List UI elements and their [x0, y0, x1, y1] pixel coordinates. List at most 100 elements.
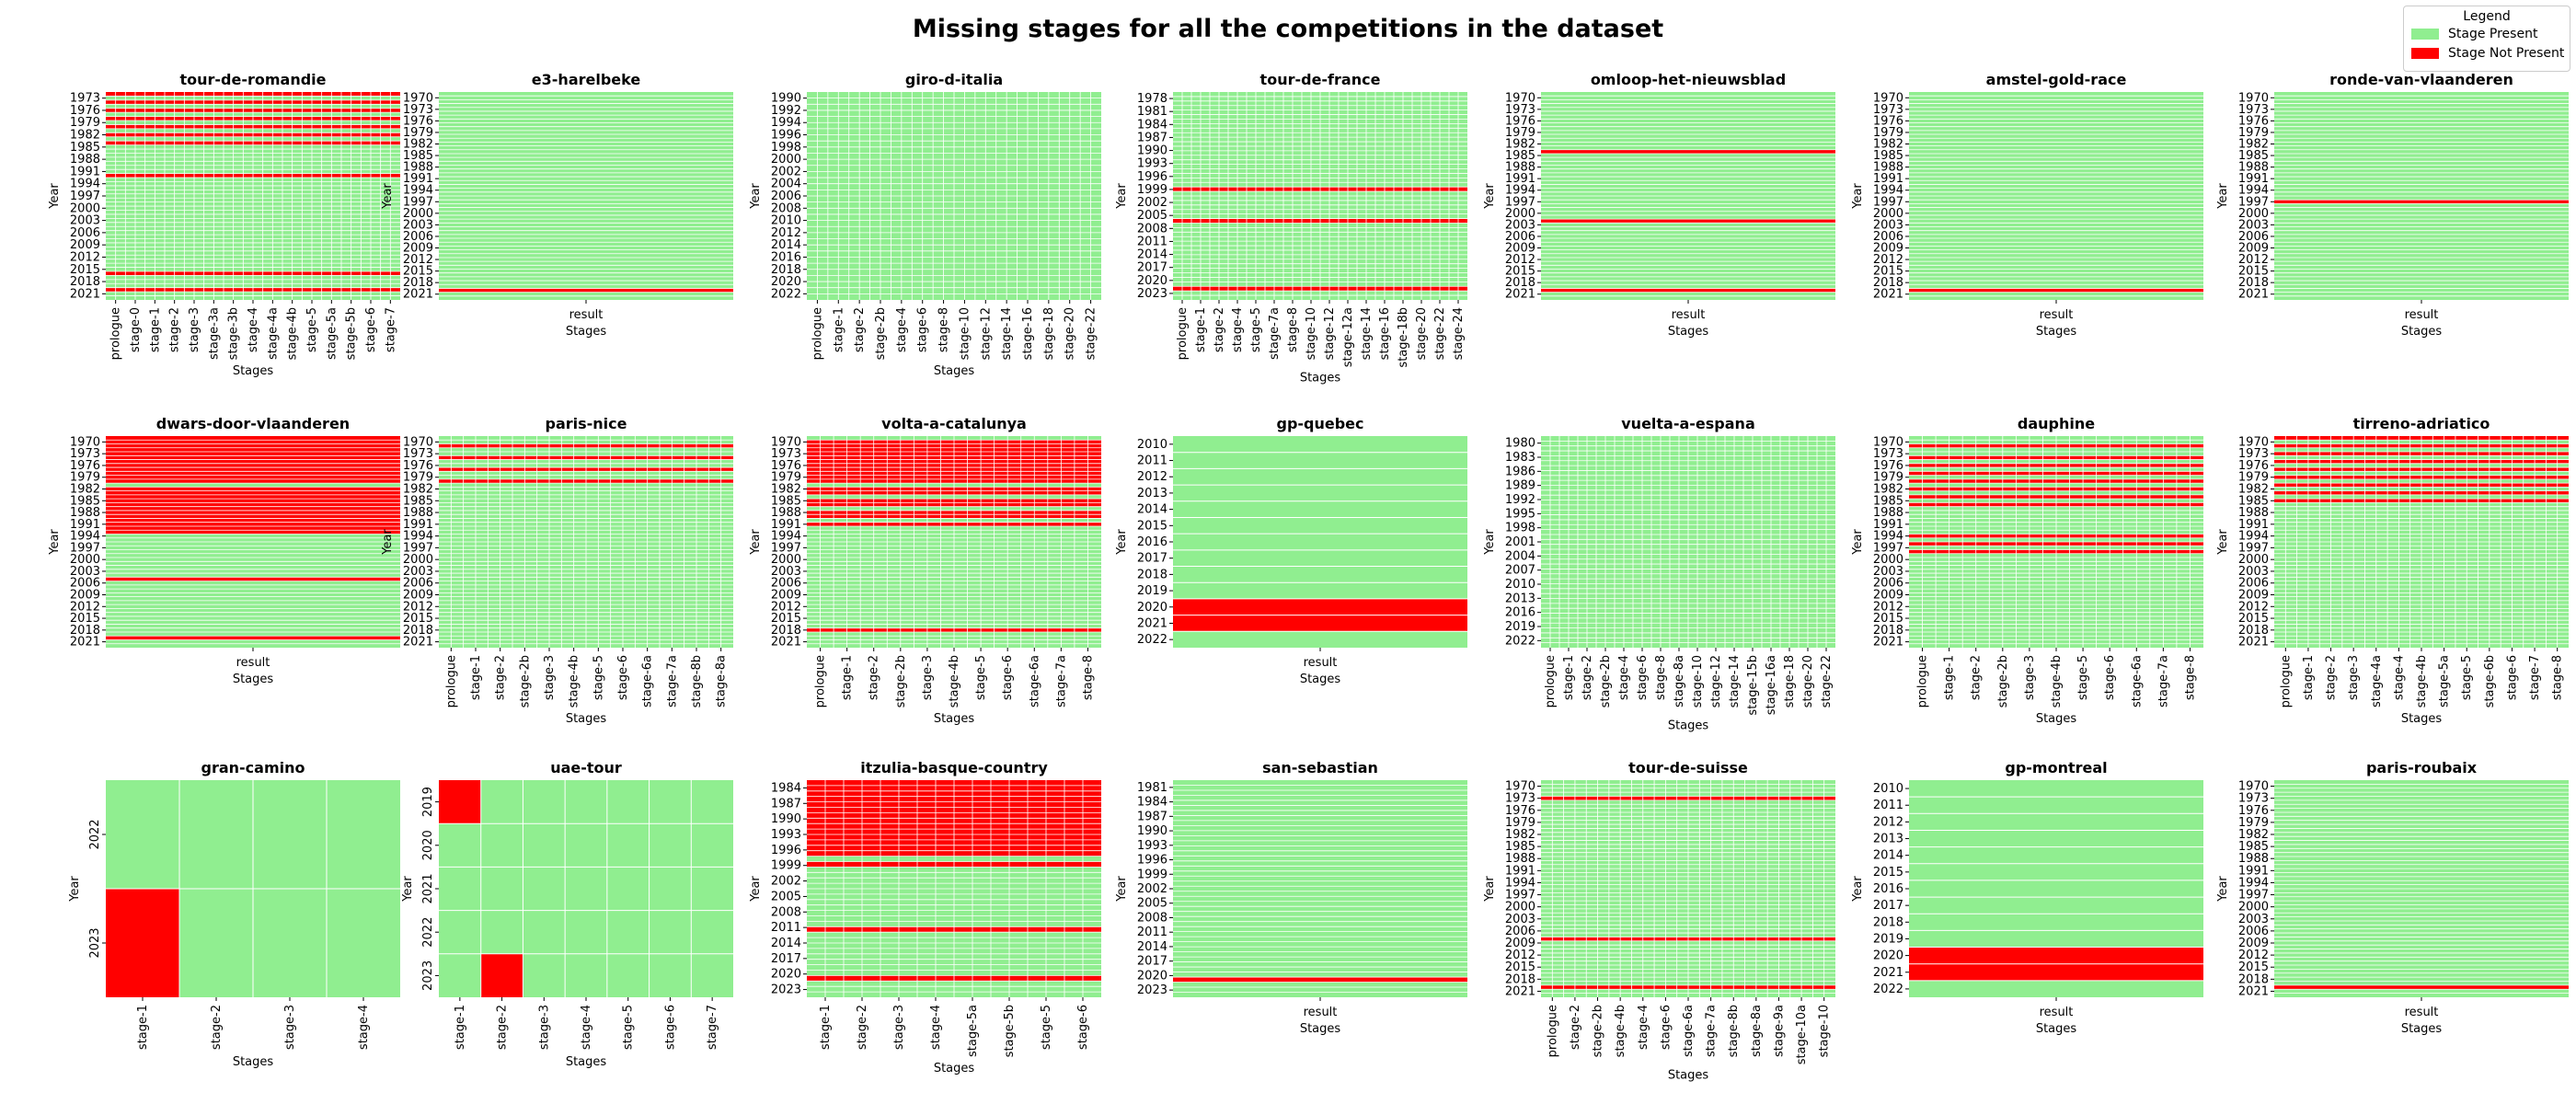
y-tick-label: 2000: [1873, 553, 1903, 567]
x-tick-label: stage-2: [2325, 655, 2339, 700]
y-tick-label: 1985: [70, 494, 100, 508]
y-tick-label: 1985: [1873, 149, 1903, 163]
x-tick-label: stage-2b: [874, 307, 888, 360]
y-tick-label: 2017: [1137, 955, 1167, 969]
panel-title: gp-quebec: [1276, 415, 1363, 432]
y-tick-label: 1988: [403, 506, 433, 520]
y-axis-label: Year: [2216, 876, 2230, 903]
y-axis-label: Year: [749, 876, 763, 903]
heatmap-panel: volta-a-catalunya19701973197619791982198…: [749, 415, 1101, 726]
missing-row: [106, 471, 400, 476]
y-tick-label: 1979: [2238, 816, 2269, 830]
y-tick-label: 2005: [1137, 209, 1167, 223]
x-tick-label: stage-8b: [690, 655, 704, 707]
y-tick-label: 2015: [1505, 265, 1535, 279]
x-tick-label: stage-12: [1709, 655, 1723, 707]
y-tick-label: 2009: [403, 589, 433, 603]
x-axis-label: Stages: [1300, 673, 1341, 686]
y-tick-label: 2018: [2238, 276, 2269, 290]
x-tick-label: stage-3a: [207, 307, 221, 360]
missing-row: [1541, 288, 1835, 293]
y-tick-label: 2011: [771, 921, 801, 935]
x-tick-label: stage-20: [1801, 655, 1815, 707]
x-axis-label: Stages: [233, 1055, 274, 1069]
y-tick-label: 1982: [1873, 138, 1903, 152]
y-tick-label: 1973: [2238, 103, 2269, 117]
x-tick-label: stage-4: [2392, 655, 2406, 700]
x-tick-label: stage-6a: [2130, 655, 2144, 707]
y-tick-label: 2014: [1137, 248, 1167, 262]
y-tick-label: 1997: [1873, 195, 1903, 209]
x-tick-label: stage-5b: [345, 307, 359, 360]
x-tick-label: stage-4b: [568, 655, 581, 707]
x-tick-label: stage-6: [616, 655, 630, 700]
x-tick-label: stage-5: [592, 655, 605, 700]
x-tick-label: stage-2b: [1996, 655, 2010, 707]
y-tick-label: 2020: [1137, 969, 1167, 983]
y-tick-label: 2018: [771, 624, 801, 638]
x-tick-label: stage-6: [916, 307, 930, 352]
x-tick-label: stage-5: [622, 1005, 636, 1050]
x-tick-label: stage-3: [188, 307, 201, 352]
y-tick-label: 2023: [771, 983, 801, 997]
y-tick-label: 2012: [403, 253, 433, 267]
x-axis-label: Stages: [1300, 372, 1341, 385]
x-tick-label: stage-4: [929, 1005, 943, 1050]
y-axis-label: Year: [749, 529, 763, 556]
y-tick-label: 1970: [1505, 780, 1535, 794]
x-tick-label: stage-18: [1783, 655, 1797, 707]
y-tick-label: 2006: [2238, 230, 2269, 244]
missing-row: [106, 463, 400, 468]
x-tick-label: stage-6a: [1682, 1005, 1696, 1057]
missing-row: [106, 506, 400, 511]
x-tick-label: stage-5: [974, 655, 988, 700]
y-tick-label: 1999: [1137, 183, 1167, 197]
y-tick-label: 1994: [403, 184, 433, 198]
y-tick-label: 2018: [771, 263, 801, 277]
missing-row: [106, 455, 400, 460]
y-tick-label: 1993: [1137, 839, 1167, 853]
y-tick-label: 1976: [2238, 459, 2269, 473]
y-tick-label: 2006: [1505, 925, 1535, 938]
y-tick-label: 2021: [771, 636, 801, 650]
y-tick-label: 2011: [1137, 926, 1167, 939]
y-tick-label: 2012: [1873, 253, 1903, 267]
y-tick-label: 2010: [771, 214, 801, 228]
y-tick-label: 1982: [1505, 828, 1535, 842]
y-tick-label: 1981: [1137, 781, 1167, 795]
y-tick-label: 2023: [1137, 983, 1167, 997]
x-tick-label: stage-5a: [966, 1005, 980, 1057]
y-axis-label: Year: [2216, 183, 2230, 210]
x-tick-label: result: [1672, 308, 1706, 322]
y-tick-label: 2009: [1505, 242, 1535, 256]
y-tick-label: 2000: [70, 201, 100, 215]
y-axis-label: Year: [1483, 529, 1497, 556]
y-tick-label: 2000: [2238, 553, 2269, 567]
missing-row: [106, 447, 400, 453]
y-tick-label: 2011: [1137, 454, 1167, 468]
y-tick-label: 1970: [2238, 435, 2269, 449]
x-tick-label: prologue: [444, 655, 458, 707]
x-tick-label: prologue: [1546, 1005, 1559, 1057]
y-tick-label: 1970: [771, 435, 801, 449]
y-tick-label: 2003: [1873, 218, 1903, 232]
x-tick-label: stage-6: [2103, 655, 2117, 700]
y-tick-label: 1982: [403, 138, 433, 152]
y-tick-label: 2009: [2238, 242, 2269, 256]
y-tick-label: 2000: [1505, 901, 1535, 914]
y-tick-label: 1979: [1505, 816, 1535, 830]
y-tick-label: 2012: [403, 600, 433, 614]
y-axis-label: Year: [1851, 183, 1865, 210]
x-tick-label: stage-15b: [1746, 655, 1760, 716]
x-tick-label: stage-20: [1064, 307, 1077, 360]
panel-title: vuelta-a-espana: [1621, 415, 1755, 432]
x-tick-label: stage-8: [1081, 655, 1095, 700]
y-tick-label: 2019: [1873, 932, 1903, 946]
x-axis-label: Stages: [2036, 712, 2077, 726]
y-tick-label: 1991: [1505, 864, 1535, 878]
panel-title: tour-de-france: [1260, 71, 1381, 88]
x-tick-label: stage-7: [2528, 655, 2542, 700]
x-axis-label: Stages: [934, 712, 975, 726]
y-tick-label: 2015: [1873, 612, 1903, 626]
y-tick-label: 1982: [2238, 483, 2269, 497]
